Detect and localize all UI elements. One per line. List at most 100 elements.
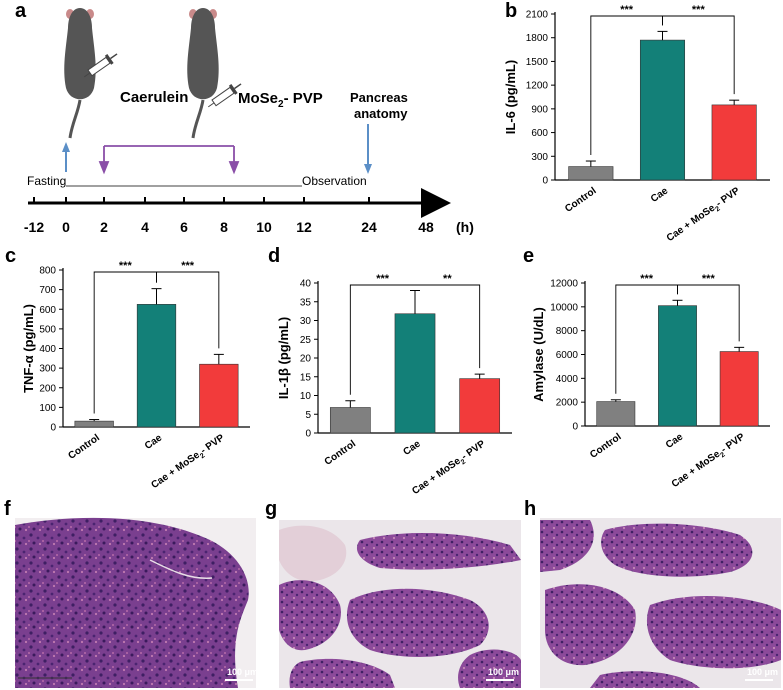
timeline-tick-label: 0 — [62, 219, 70, 235]
y-tick-label: 10 — [300, 391, 312, 402]
y-tick-label: 0 — [305, 429, 311, 440]
y-tick-label: 2100 — [526, 10, 549, 21]
chart-il6: 0 300 600 900 1200 1500 1800 2100 IL-6 (pg/mL) Co… — [503, 4, 770, 245]
y-tick-label: 30 — [300, 316, 312, 327]
category-label: Cae — [649, 185, 671, 205]
category-label: Cae — [143, 432, 165, 452]
drug-label-main: MoSe — [238, 90, 278, 107]
y-axis-label: IL-1β (pg/mL) — [276, 317, 291, 399]
panel-label-c: c — [5, 245, 17, 267]
y-tick-label: 300 — [39, 364, 56, 375]
bar — [329, 407, 371, 434]
y-axis-label: Amylase (U/dL) — [531, 307, 546, 402]
y-tick-label: 600 — [531, 128, 548, 139]
timeline-tick-label: 4 — [141, 219, 149, 235]
timeline-ticks: -12 0 2 4 6 8 10 12 24 48 — [24, 197, 434, 235]
chart-amylase: 0 2000 4000 6000 8000 10000 12000 Amylase (U/dL… — [531, 273, 770, 490]
bar — [658, 305, 697, 427]
significance-label: *** — [119, 260, 133, 272]
significance-label: ** — [443, 273, 452, 285]
fasting-arrow-icon — [62, 142, 70, 172]
panel-label-e: e — [523, 245, 535, 267]
significance-label: *** — [640, 273, 654, 285]
y-tick-label: 700 — [39, 285, 56, 296]
category-label: Control — [588, 431, 624, 461]
y-tick-label: 200 — [39, 383, 56, 394]
bar — [639, 39, 686, 181]
significance-bracket — [677, 284, 740, 342]
caerulein-label: Caerulein — [120, 89, 188, 106]
panel-label-f: f — [4, 498, 11, 520]
panel-label-d: d — [268, 245, 281, 267]
mouse-icon — [187, 8, 219, 139]
y-tick-label: 5 — [305, 410, 311, 421]
y-tick-label: 10000 — [550, 302, 578, 313]
category-label: Control — [563, 185, 599, 215]
timeline-tick-label: -12 — [24, 219, 44, 235]
scale-bar-label: 100 μm — [488, 667, 519, 677]
bar — [74, 420, 114, 428]
y-tick-label: 35 — [300, 297, 312, 308]
bar — [394, 313, 436, 434]
y-tick-label: 8000 — [556, 326, 579, 337]
anatomy-label: anatomy — [354, 106, 408, 121]
y-axis-label: TNF-α (pg/mL) — [21, 304, 36, 393]
category-label: Cae — [664, 431, 686, 451]
syringe-icon — [207, 83, 242, 108]
anatomy-arrow-icon — [364, 124, 372, 174]
bar — [711, 104, 757, 181]
timeline-tick-label: 2 — [100, 219, 108, 235]
significance-label: *** — [376, 273, 390, 285]
y-tick-label: 0 — [572, 422, 578, 433]
scale-bar-label: 100 μm — [227, 667, 258, 677]
histology-f: 100 μm — [15, 517, 258, 688]
y-tick-label: 12000 — [550, 279, 578, 290]
y-tick-label: 1200 — [526, 81, 549, 92]
significance-bracket — [414, 284, 481, 369]
timeline-tick-label: 48 — [418, 219, 434, 235]
y-tick-label: 0 — [50, 423, 56, 434]
treatment-bracket — [98, 145, 240, 175]
bar — [568, 166, 614, 181]
bar — [136, 304, 177, 428]
significance-label: *** — [702, 273, 716, 285]
syringe-icon — [83, 53, 118, 78]
fasting-label: Fasting — [27, 174, 66, 188]
scale-bar-label: 100 μm — [747, 667, 778, 677]
y-tick-label: 0 — [542, 176, 548, 187]
significance-bracket — [156, 271, 220, 349]
y-tick-label: 900 — [531, 104, 548, 115]
bar — [719, 351, 759, 427]
pancreas-label: Pancreas — [350, 90, 408, 105]
significance-bracket — [662, 15, 735, 95]
timeline-tick-label: 6 — [180, 219, 188, 235]
timeline-tick-label: 12 — [296, 219, 312, 235]
y-tick-label: 100 — [39, 403, 56, 414]
y-tick-label: 25 — [300, 335, 312, 346]
y-tick-label: 500 — [39, 324, 56, 335]
y-tick-label: 1500 — [526, 57, 549, 68]
histology-h: 100 μm — [540, 518, 781, 688]
significance-label: *** — [620, 4, 634, 16]
y-tick-label: 40 — [300, 279, 312, 290]
histology-g: 100 μm — [279, 520, 521, 688]
y-tick-label: 20 — [300, 354, 312, 365]
y-tick-label: 1800 — [526, 33, 549, 44]
chart-tnf: 0 100 200 300 400 500 600 700 800 TNF-α (pg/mL) Co… — [21, 260, 250, 491]
panel-label-h: h — [524, 498, 537, 520]
bar — [459, 378, 501, 434]
panel-label-a: a — [15, 0, 27, 22]
y-tick-label: 4000 — [556, 374, 579, 385]
category-label: Control — [66, 432, 102, 462]
y-tick-label: 400 — [39, 344, 56, 355]
y-axis-label: IL-6 (pg/mL) — [503, 60, 518, 134]
significance-label: *** — [692, 4, 706, 16]
timeline-tick-label: 8 — [220, 219, 228, 235]
drug-label-sub: 2 — [278, 99, 284, 110]
y-tick-label: 6000 — [556, 350, 579, 361]
significance-label: *** — [181, 260, 195, 272]
y-tick-label: 600 — [39, 305, 56, 316]
category-label: Cae + MoSe2- PVP — [665, 185, 744, 245]
y-tick-label: 15 — [300, 372, 312, 383]
